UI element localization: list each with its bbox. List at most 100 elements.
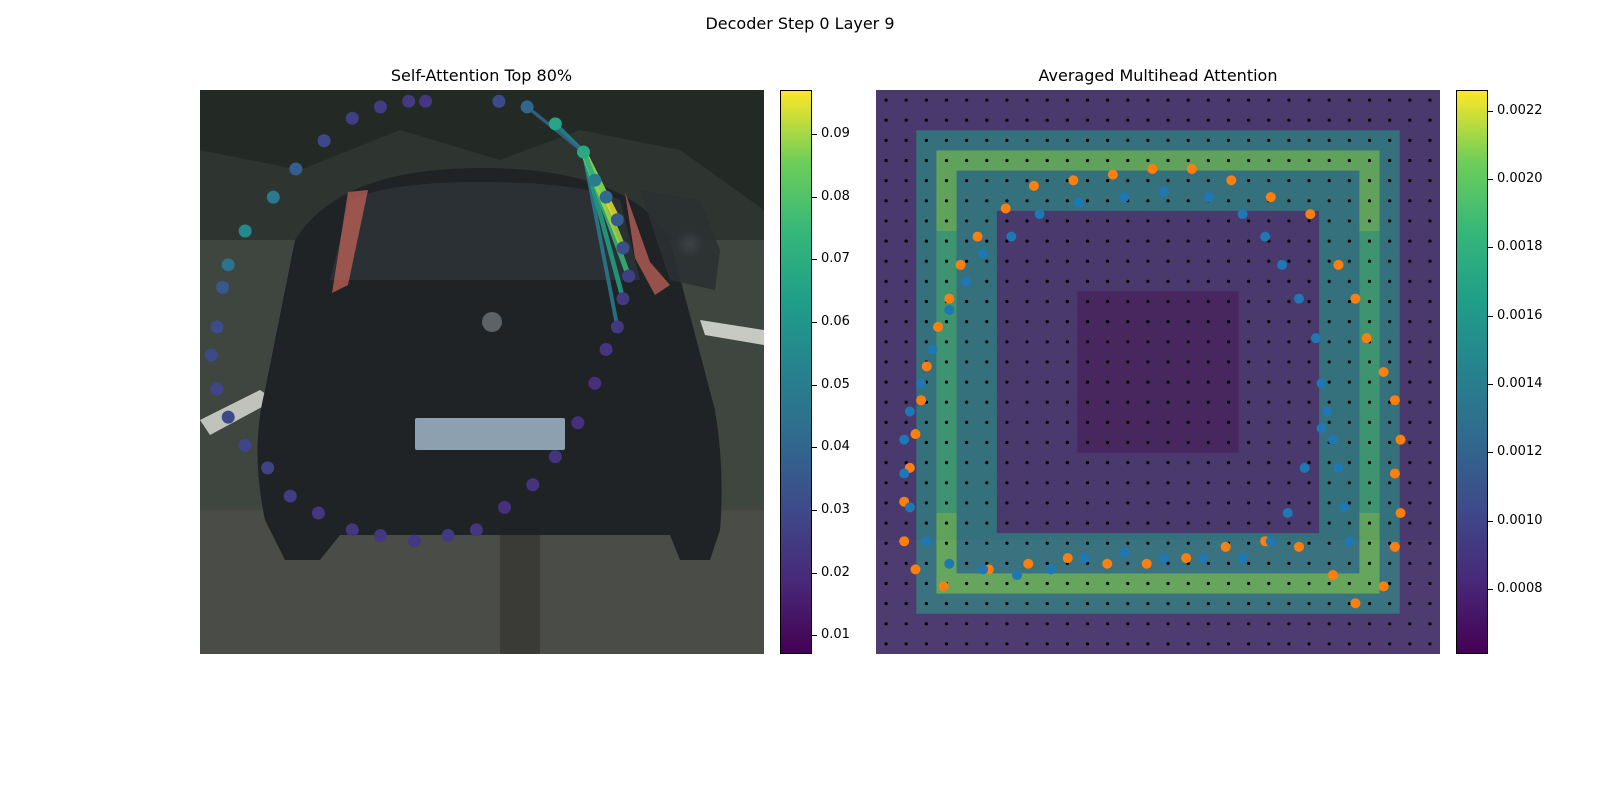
grid-dot xyxy=(904,622,908,626)
grid-dot xyxy=(1146,118,1150,122)
grid-dot xyxy=(1166,622,1170,626)
grid-dot xyxy=(1126,179,1130,183)
orange-point xyxy=(1333,259,1344,270)
grid-dot xyxy=(1106,642,1110,646)
grid-dot xyxy=(1005,481,1009,485)
grid-dot xyxy=(1408,219,1412,223)
grid-dot xyxy=(1065,440,1069,445)
orange-point xyxy=(972,231,983,242)
right-colorbar xyxy=(1456,90,1488,654)
grid-dot xyxy=(1388,380,1392,384)
grid-dot xyxy=(904,481,908,485)
grid-dot xyxy=(904,642,908,646)
tick-label: 0.0020 xyxy=(1497,170,1543,186)
grid-dot xyxy=(985,481,989,485)
query-point xyxy=(289,162,303,176)
grid-dot xyxy=(1085,642,1090,646)
grid-dot xyxy=(1408,340,1412,344)
grid-dot xyxy=(884,501,888,505)
query-point xyxy=(616,292,630,306)
grid-dot xyxy=(1287,581,1291,586)
query-point xyxy=(266,190,280,204)
grid-dot xyxy=(1408,199,1412,203)
grid-dot xyxy=(1408,420,1412,424)
grid-dot xyxy=(1247,179,1251,183)
grid-dot xyxy=(1106,481,1110,485)
grid-dot xyxy=(1287,259,1291,263)
grid-dot xyxy=(1045,602,1049,606)
grid-dot xyxy=(1045,279,1049,283)
grid-dot xyxy=(1186,118,1190,122)
grid-dot xyxy=(884,602,888,606)
blue-point xyxy=(1237,209,1248,220)
grid-dot xyxy=(1307,581,1311,586)
grid-dot xyxy=(1287,239,1291,243)
grid-dot xyxy=(924,521,928,525)
orange-point xyxy=(1023,558,1034,569)
grid-dot xyxy=(1327,320,1331,324)
grid-dot xyxy=(1005,360,1009,364)
grid-dot xyxy=(1287,541,1291,545)
grid-dot xyxy=(1206,521,1210,525)
orange-point xyxy=(1327,570,1338,581)
grid-dot xyxy=(1287,380,1291,384)
grid-dot xyxy=(1388,340,1392,344)
grid-dot xyxy=(1247,299,1251,304)
grid-dot xyxy=(1085,239,1090,243)
grid-dot xyxy=(985,239,989,243)
query-point xyxy=(238,224,252,238)
orange-point xyxy=(1147,163,1158,174)
grid-dot xyxy=(884,340,888,344)
grid-dot xyxy=(1045,400,1049,404)
grid-dot xyxy=(1206,541,1210,545)
grid-dot xyxy=(1327,561,1331,565)
grid-dot xyxy=(884,440,888,445)
grid-dot xyxy=(1146,279,1150,283)
grid-dot xyxy=(884,320,888,324)
blue-points xyxy=(899,186,1355,581)
grid-dot xyxy=(1045,98,1049,102)
grid-dot xyxy=(1126,158,1130,163)
attention-heatmap xyxy=(876,90,1440,654)
grid-dot xyxy=(1106,239,1110,243)
blue-point xyxy=(1322,406,1333,417)
grid-dot xyxy=(1287,98,1291,102)
grid-dot xyxy=(1428,219,1432,223)
grid-dot xyxy=(904,461,908,465)
grid-dot xyxy=(1146,440,1150,445)
grid-dot xyxy=(1085,440,1090,445)
tick-label: 0.0022 xyxy=(1497,102,1543,118)
grid-dot xyxy=(1287,521,1291,525)
grid-dot xyxy=(1045,501,1049,505)
grid-dot xyxy=(1408,138,1412,142)
grid-dot xyxy=(1186,158,1190,163)
grid-dot xyxy=(944,400,949,404)
grid-dot xyxy=(1388,602,1392,606)
grid-dot xyxy=(1367,138,1372,142)
grid-dot xyxy=(1267,481,1271,485)
query-point xyxy=(526,478,540,492)
grid-dot xyxy=(1206,158,1210,163)
grid-dot xyxy=(1226,239,1231,243)
grid-dot xyxy=(1247,340,1251,344)
orange-point xyxy=(1395,434,1406,445)
orange-point xyxy=(921,361,932,372)
grid-dot xyxy=(1146,602,1150,606)
grid-dot xyxy=(1428,380,1432,384)
grid-dot xyxy=(1327,259,1331,263)
blue-point xyxy=(899,468,910,479)
tick-mark xyxy=(812,321,817,323)
query-point xyxy=(283,489,297,503)
grid-dot xyxy=(1388,118,1392,122)
grid-dot xyxy=(1206,581,1210,586)
grid-dot xyxy=(1408,561,1412,565)
grid-dot xyxy=(1428,259,1432,263)
grid-dot xyxy=(1045,299,1049,304)
grid-dot xyxy=(884,561,888,565)
grid-dot xyxy=(1307,279,1311,283)
grid-dot xyxy=(1166,561,1170,565)
grid-dot xyxy=(884,279,888,283)
tick-mark xyxy=(812,259,817,261)
grid-dot xyxy=(1347,239,1351,243)
grid-dot xyxy=(1005,581,1009,586)
